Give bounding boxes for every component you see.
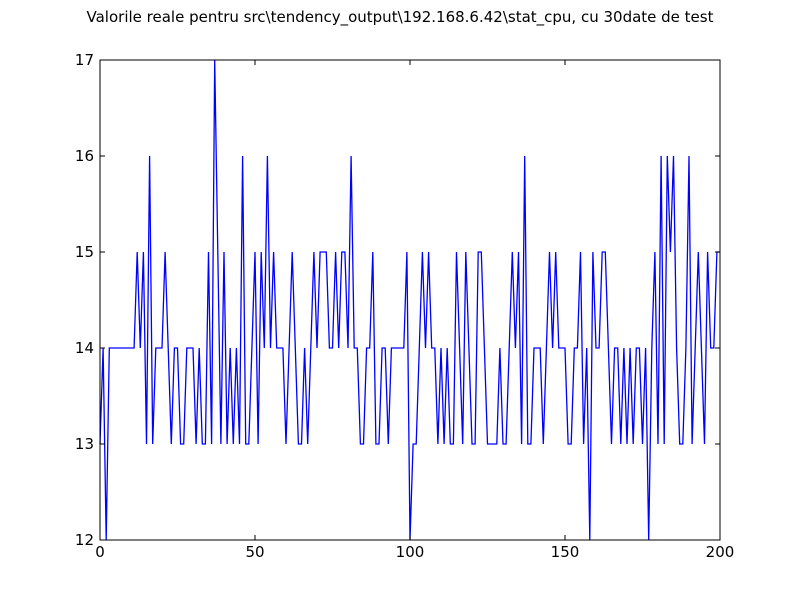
y-tick-label: 12 — [75, 531, 94, 549]
y-tick-label: 17 — [75, 51, 94, 69]
series-line-0 — [99, 59, 720, 541]
y-tick-label: 13 — [75, 435, 94, 453]
ticks-layer: 0 50 100 150 200 12 13 14 15 16 17 — [75, 51, 734, 561]
y-tick-label: 14 — [75, 339, 94, 357]
x-tick-label: 50 — [245, 543, 264, 561]
y-tick-label: 15 — [75, 243, 94, 261]
axes-frame — [99, 59, 721, 541]
y-tick-label: 16 — [75, 147, 94, 165]
series-layer — [99, 59, 720, 541]
chart-title: Valorile reale pentru src\tendency_outpu… — [86, 8, 714, 26]
x-tick-label: 200 — [706, 543, 735, 561]
x-tick-label: 0 — [95, 543, 105, 561]
x-tick-label: 100 — [396, 543, 425, 561]
x-tick-label: 150 — [551, 543, 580, 561]
